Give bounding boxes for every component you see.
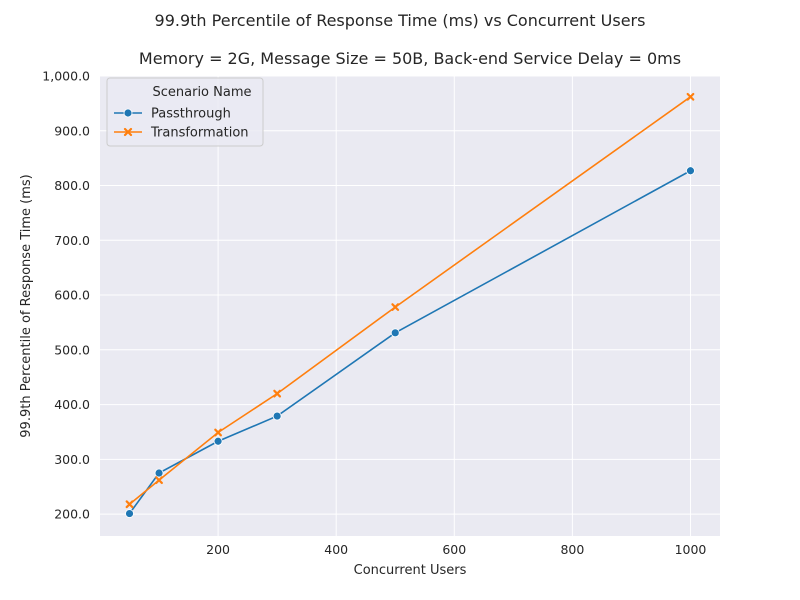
data-point-transformation — [125, 500, 134, 509]
grid — [100, 75, 720, 536]
series-line-transformation — [129, 96, 691, 505]
data-point-transformation — [391, 303, 400, 311]
legend-label-transformation: Transformation — [150, 126, 249, 141]
x-axis-label: Concurrent Users — [354, 563, 467, 578]
legend-title: Scenario Name — [153, 85, 252, 100]
legend-label-passthrough: Passthrough — [151, 107, 231, 122]
chart-suptitle: 99.9th Percentile of Response Time (ms) … — [155, 11, 646, 30]
data-point-transformation — [214, 428, 222, 437]
chart-title: Memory = 2G, Message Size = 50B, Back-en… — [139, 49, 681, 68]
series-layer — [125, 92, 695, 518]
series-passthrough — [125, 166, 695, 518]
series-line-passthrough — [128, 170, 691, 515]
data-point-passthrough — [390, 328, 400, 338]
tick-labels: 200 400 600 800 1000 200.0 300.0 400.0 500.0 600.… — [42, 69, 706, 558]
x-tick-label: 800 — [560, 542, 584, 557]
data-point-transformation — [155, 476, 163, 485]
y-tick-label: 200.0 — [54, 507, 90, 522]
y-tick-label: 400.0 — [54, 397, 90, 412]
y-tick-label: 1,000.0 — [42, 69, 90, 84]
data-point-transformation — [273, 389, 282, 398]
legend-frame — [106, 77, 264, 147]
series-transformation — [125, 92, 695, 509]
legend-item-passthrough: Passthrough — [114, 107, 231, 122]
y-tick-label: 500.0 — [54, 342, 90, 357]
y-tick-label: 700.0 — [54, 233, 90, 248]
legend-item-transformation: Transformation — [114, 126, 249, 141]
y-tick-label: 300.0 — [54, 452, 90, 467]
legend-marker-transformation — [123, 127, 133, 137]
legend-marker-passthrough — [123, 108, 133, 118]
x-tick-label: 400 — [324, 542, 348, 557]
y-tick-label: 900.0 — [54, 123, 90, 138]
data-point-passthrough — [213, 436, 223, 446]
x-tick-label: 600 — [442, 542, 466, 557]
legend-items: Passthrough Transformation — [114, 107, 249, 141]
y-tick-label: 600.0 — [54, 288, 90, 303]
x-tick-label: 1000 — [675, 542, 707, 557]
data-point-passthrough — [154, 468, 164, 478]
y-tick-label: 800.0 — [54, 178, 90, 193]
x-tick-label: 200 — [206, 542, 230, 557]
data-point-passthrough — [125, 509, 134, 518]
data-point-passthrough — [686, 166, 695, 176]
legend: Scenario Name Passthrough Transformation — [106, 77, 264, 147]
data-point-passthrough — [272, 411, 282, 421]
y-axis-label: 99.9th Percentile of Response Time (ms) — [19, 174, 34, 437]
data-point-transformation — [686, 92, 695, 101]
